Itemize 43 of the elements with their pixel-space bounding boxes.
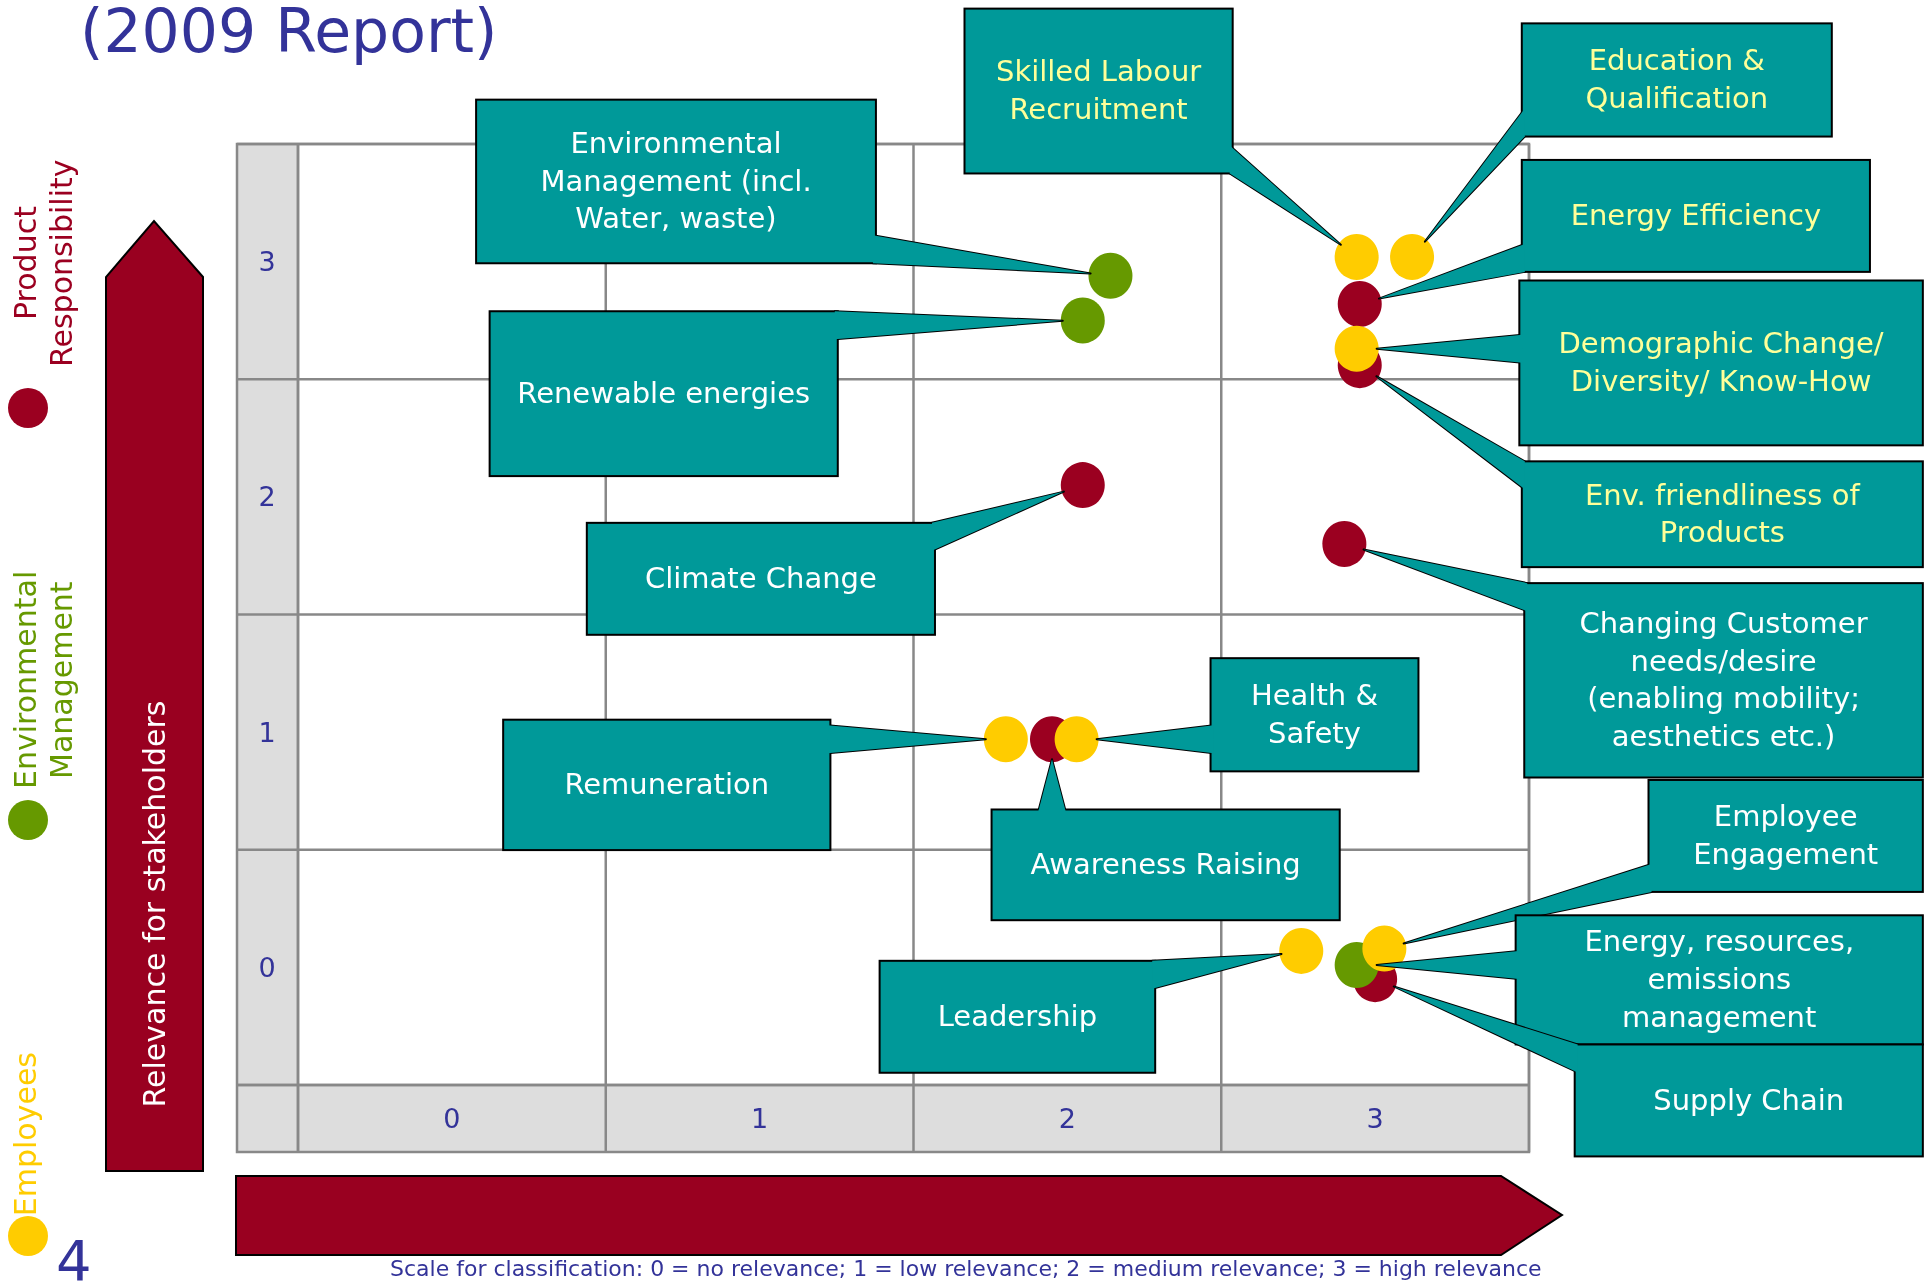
text: Employee Engagement xyxy=(1692,798,1880,873)
x-tick-label: 3 xyxy=(1366,1103,1384,1134)
annotation: Environmental Management (incl. Water, waste) xyxy=(539,124,813,238)
text: Environmental Management xyxy=(8,569,80,792)
annotation: Remuneration xyxy=(564,766,770,803)
point xyxy=(983,716,1028,763)
point xyxy=(1334,233,1379,280)
text: Product Responsibility xyxy=(8,158,80,369)
point xyxy=(1390,233,1435,280)
y-axis-title: Relevance for stakeholders xyxy=(136,700,172,1108)
y-tick-label: 1 xyxy=(258,716,276,748)
point xyxy=(1060,297,1105,344)
text: Demographic Change/ Diversity/ Know-How xyxy=(1557,325,1885,400)
annotation: Awareness Raising xyxy=(1030,846,1301,883)
x-tick-label: 0 xyxy=(443,1103,461,1134)
point xyxy=(1322,520,1367,567)
point xyxy=(1054,716,1099,763)
text: Education & Qualification xyxy=(1584,42,1770,117)
text: Supply Chain xyxy=(1653,1081,1845,1119)
x-tick-label: 2 xyxy=(1058,1103,1076,1134)
point xyxy=(1088,252,1133,299)
text: 4 xyxy=(56,1228,92,1288)
point xyxy=(1279,927,1324,974)
text: Env. friendliness of Products xyxy=(1584,476,1862,552)
point xyxy=(1334,325,1379,372)
chart-title: (2009 Report) xyxy=(80,0,498,66)
annotation: Climate Change xyxy=(644,559,877,597)
annotation: Leadership xyxy=(937,997,1098,1035)
y-tick-label: 2 xyxy=(258,481,276,513)
text: Skilled Labour Recruitment xyxy=(994,53,1203,129)
y-tick-label: 3 xyxy=(258,246,276,278)
text: Changing Customer needs/desire (enabling mobility; aesthetics etc.) xyxy=(1578,604,1869,755)
point xyxy=(1362,925,1407,972)
point xyxy=(1337,280,1382,327)
annotation: Renewable energies xyxy=(517,374,811,412)
text: Energy, resources, emissions management xyxy=(1583,923,1856,1036)
annotation: Health & Safety xyxy=(1249,677,1379,752)
point xyxy=(1060,462,1105,509)
x-tick-label: 1 xyxy=(751,1103,769,1134)
text: Employees xyxy=(8,1052,44,1217)
text: Energy Efficiency xyxy=(1570,197,1822,235)
text: Scale for classification: 0 = no relevance; 1 = low relevance; 2 = medium relevance; 3 = high relevance xyxy=(390,1256,1542,1281)
y-tick-label: 0 xyxy=(258,951,276,983)
